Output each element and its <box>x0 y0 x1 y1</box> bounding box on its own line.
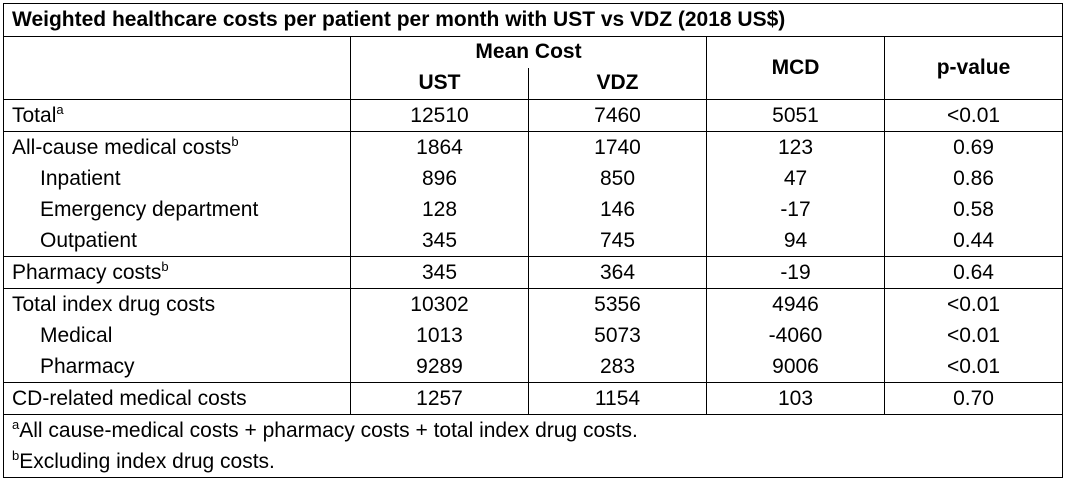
table-title: Weighted healthcare costs per patient pe… <box>2 3 1064 37</box>
cell-vdz: 745 <box>528 225 707 257</box>
cell-ust: 9289 <box>350 351 529 383</box>
cell-mcd: -19 <box>706 256 885 289</box>
table-row: Outpatient 345 745 94 0.44 <box>3 225 1064 257</box>
cell-ust: 128 <box>350 194 529 225</box>
footnote-mark: b <box>161 258 169 274</box>
row-label: Outpatient <box>3 225 351 257</box>
table-row: Emergency department 128 146 -17 0.58 <box>3 194 1064 225</box>
row-label: Medical <box>3 320 351 351</box>
cell-pvalue: 0.64 <box>883 256 1064 289</box>
cell-ust: 896 <box>350 163 529 194</box>
header-blank <box>3 36 351 100</box>
footnote-b: bExcluding index drug costs. <box>2 446 1064 478</box>
footnote-mark: a <box>56 101 64 117</box>
footnote-row: aAll cause-medical costs + pharmacy cost… <box>2 414 1064 446</box>
cost-table-container: Weighted healthcare costs per patient pe… <box>2 3 1064 478</box>
header-pvalue: p-value <box>883 36 1064 100</box>
row-label: Totala <box>3 99 351 132</box>
cell-mcd: 4946 <box>706 288 885 320</box>
cell-vdz: 5073 <box>528 320 707 351</box>
header-row-1: Mean Cost MCD p-value <box>3 36 1064 100</box>
cell-pvalue: <0.01 <box>883 99 1064 132</box>
cell-mcd: 94 <box>706 225 885 257</box>
table-row: Medical 1013 5073 -4060 <0.01 <box>3 320 1064 351</box>
footnote-mark: b <box>231 133 239 149</box>
footnote-mark: b <box>12 447 20 463</box>
cell-mcd: 123 <box>706 131 885 163</box>
cell-mcd: 9006 <box>706 351 885 383</box>
cell-vdz: 1740 <box>528 131 707 163</box>
cell-pvalue: <0.01 <box>883 351 1064 383</box>
cell-pvalue: <0.01 <box>883 320 1064 351</box>
header-mean-cost: Mean Cost <box>350 36 707 68</box>
cell-vdz: 850 <box>528 163 707 194</box>
table-row: All-cause medical costsb 1864 1740 123 0… <box>3 131 1064 163</box>
header-row-2: UST VDZ <box>4 67 1063 100</box>
cell-pvalue: 0.86 <box>883 163 1064 194</box>
cell-vdz: 283 <box>528 351 707 383</box>
row-label: All-cause medical costsb <box>3 131 351 163</box>
table-row: Pharmacy 9289 283 9006 <0.01 <box>3 351 1064 383</box>
cost-table: Weighted healthcare costs per patient pe… <box>2 3 1064 478</box>
cell-mcd: -17 <box>706 194 885 225</box>
cell-mcd: 47 <box>706 163 885 194</box>
cell-vdz: 1154 <box>528 382 707 415</box>
cell-ust: 10302 <box>350 288 529 320</box>
cell-vdz: 146 <box>528 194 707 225</box>
cell-ust: 1864 <box>350 131 529 163</box>
footnote-row: bExcluding index drug costs. <box>2 446 1064 478</box>
cell-vdz: 7460 <box>528 99 707 132</box>
cell-mcd: 5051 <box>706 99 885 132</box>
cell-ust: 345 <box>350 256 529 289</box>
cell-pvalue: 0.44 <box>883 225 1064 257</box>
table-row: Pharmacy costsb 345 364 -19 0.64 <box>3 256 1064 289</box>
cell-vdz: 364 <box>528 256 707 289</box>
cell-ust: 12510 <box>350 99 529 132</box>
cell-ust: 1013 <box>350 320 529 351</box>
cell-pvalue: 0.69 <box>883 131 1064 163</box>
cell-ust: 1257 <box>350 382 529 415</box>
row-label: Emergency department <box>3 194 351 225</box>
cell-pvalue: 0.70 <box>883 382 1064 415</box>
row-label: Inpatient <box>3 163 351 194</box>
table-row: CD-related medical costs 1257 1154 103 0… <box>3 382 1064 415</box>
row-label: Pharmacy costsb <box>3 256 351 289</box>
header-mcd: MCD <box>706 36 885 100</box>
table-row: Total index drug costs 10302 5356 4946 <… <box>3 288 1064 320</box>
row-label: Pharmacy <box>3 351 351 383</box>
row-label: CD-related medical costs <box>3 382 351 415</box>
cell-mcd: -4060 <box>706 320 885 351</box>
table-row: Inpatient 896 850 47 0.86 <box>3 163 1064 194</box>
cell-pvalue: 0.58 <box>883 194 1064 225</box>
cell-ust: 345 <box>350 225 529 257</box>
cell-vdz: 5356 <box>528 288 707 320</box>
table-row: Totala 12510 7460 5051 <0.01 <box>3 99 1064 132</box>
footnote-mark: a <box>12 416 20 432</box>
title-row: Weighted healthcare costs per patient pe… <box>2 3 1064 37</box>
header-vdz: VDZ <box>528 67 707 100</box>
cell-mcd: 103 <box>706 382 885 415</box>
row-label: Total index drug costs <box>3 288 351 320</box>
footnote-a: aAll cause-medical costs + pharmacy cost… <box>2 414 1064 446</box>
header-ust: UST <box>350 67 529 100</box>
cell-pvalue: <0.01 <box>883 288 1064 320</box>
